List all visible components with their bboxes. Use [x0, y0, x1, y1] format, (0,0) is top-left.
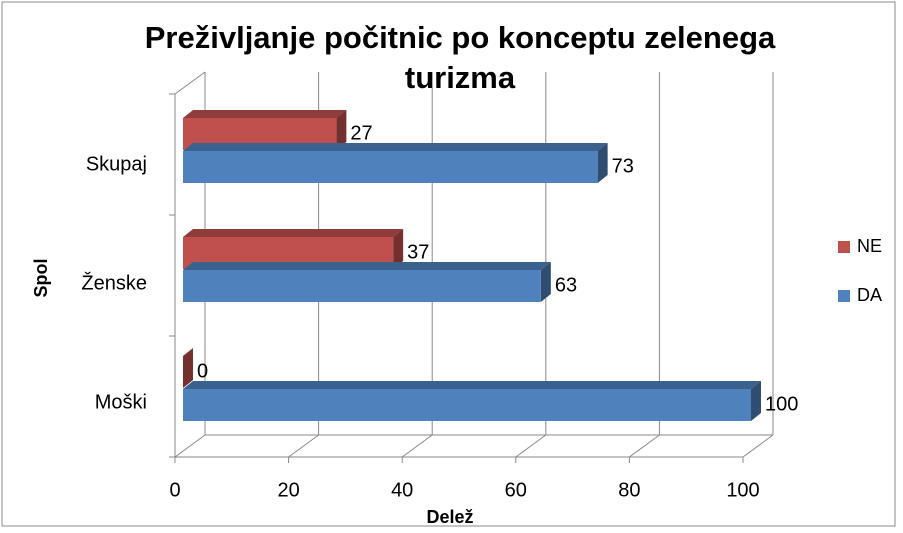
bar-side: [393, 229, 404, 269]
x-tick-label: 20: [277, 479, 299, 501]
x-tick-label: 60: [505, 479, 527, 501]
floor-grid-line: [174, 434, 206, 458]
bar-top: [183, 110, 347, 118]
x-tick-label: 0: [169, 479, 180, 501]
bar-top: [183, 229, 404, 237]
data-label: 100: [765, 393, 798, 415]
data-label: 0: [197, 360, 208, 382]
legend-swatch: [838, 241, 850, 253]
x-tick-label: 100: [726, 479, 759, 501]
floor-grid-line: [629, 434, 660, 458]
y-axis-label: Spol: [31, 259, 51, 298]
x-tick-label: 80: [618, 479, 640, 501]
y-tick-label: Moški: [95, 391, 147, 413]
bar-side: [597, 143, 608, 183]
x-axis-label: Delež: [426, 507, 473, 527]
bar: [183, 270, 541, 302]
floor-grid-line: [742, 434, 774, 458]
data-label: 73: [612, 155, 634, 177]
legend-swatch: [838, 290, 850, 302]
bar-top: [183, 143, 608, 151]
y-tick-label: Ženske: [81, 271, 147, 294]
bar: [183, 389, 751, 421]
legend-label: DA: [857, 285, 882, 305]
bar-side: [183, 348, 193, 388]
data-label: 37: [407, 241, 429, 263]
wall-edge: [174, 71, 206, 95]
data-label: 63: [555, 274, 577, 296]
bar-side: [540, 262, 551, 302]
floor-grid-line: [401, 434, 433, 458]
chart-title: Preživljanje počitnic po konceptu zelene…: [144, 20, 776, 95]
data-label: 27: [350, 122, 372, 144]
bar-top: [183, 381, 761, 389]
legend-label: NE: [857, 236, 882, 256]
bar: [183, 151, 598, 183]
x-tick-label: 40: [391, 479, 413, 501]
bar-side: [751, 381, 761, 421]
floor-grid-line: [515, 434, 547, 458]
floor-grid-line: [288, 434, 319, 458]
bar-top: [183, 262, 551, 270]
y-tick-label: Skupaj: [86, 153, 147, 175]
bar-side: [336, 110, 347, 150]
